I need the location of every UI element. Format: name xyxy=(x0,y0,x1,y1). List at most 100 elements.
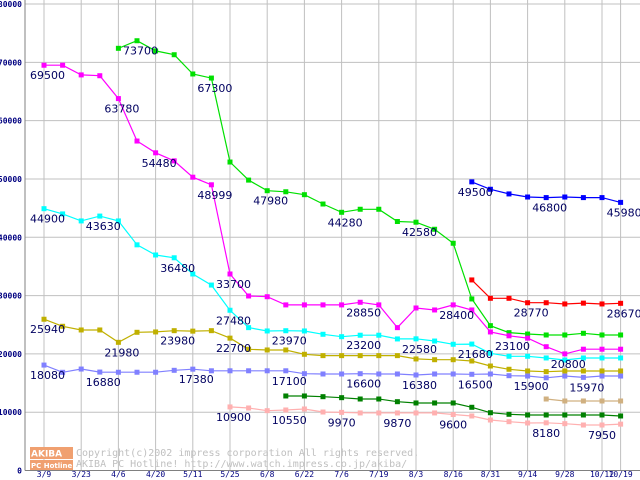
data-point xyxy=(134,242,140,248)
data-point xyxy=(506,419,512,425)
data-point xyxy=(320,331,326,337)
data-point xyxy=(171,367,177,373)
data-point xyxy=(339,209,345,215)
data-point xyxy=(469,413,475,419)
data-point xyxy=(320,302,326,308)
data-point xyxy=(543,420,549,426)
data-point xyxy=(301,406,307,412)
data-point xyxy=(208,368,214,374)
data-point xyxy=(97,369,103,375)
data-point xyxy=(301,192,307,198)
data-point xyxy=(394,353,400,359)
data-point xyxy=(208,282,214,288)
data-point xyxy=(525,331,531,337)
data-point xyxy=(618,346,624,352)
data-point xyxy=(580,422,586,428)
data-point xyxy=(394,399,400,405)
data-point xyxy=(357,299,363,305)
data-label: 22580 xyxy=(402,343,437,356)
y-tick-label: 60000 xyxy=(0,117,22,126)
data-point xyxy=(339,353,345,359)
x-tick-label: 10/12 xyxy=(590,470,614,479)
data-point xyxy=(413,400,419,406)
data-label: 10900 xyxy=(216,411,251,424)
data-point xyxy=(562,368,568,374)
y-tick-label: 50000 xyxy=(0,175,22,184)
data-point xyxy=(562,332,568,338)
data-point xyxy=(339,395,345,401)
data-point xyxy=(413,410,419,416)
data-label: 46800 xyxy=(532,202,567,215)
x-tick-label: 5/25 xyxy=(220,470,239,479)
x-tick-label: 8/3 xyxy=(409,470,424,479)
data-point xyxy=(432,357,438,363)
data-point xyxy=(543,332,549,338)
data-point xyxy=(339,334,345,340)
series-layer xyxy=(41,38,624,428)
x-tick-label: 7/6 xyxy=(334,470,349,479)
data-label: 45980 xyxy=(607,206,640,219)
data-label: 69500 xyxy=(30,69,65,82)
data-point xyxy=(246,325,252,331)
data-point xyxy=(506,366,512,372)
data-point xyxy=(41,206,47,212)
x-tick-label: 6/8 xyxy=(260,470,275,479)
data-point xyxy=(432,400,438,406)
data-point xyxy=(618,332,624,338)
data-point xyxy=(525,412,531,418)
data-point xyxy=(60,62,66,68)
data-point xyxy=(580,195,586,201)
data-label: 23980 xyxy=(160,335,195,348)
data-point xyxy=(357,410,363,416)
data-label: 28850 xyxy=(346,306,381,319)
data-point xyxy=(450,400,456,406)
series-line-violet xyxy=(43,364,621,379)
data-point xyxy=(599,195,605,201)
data-label: 15900 xyxy=(514,380,549,393)
data-label: 44280 xyxy=(328,216,363,229)
data-point xyxy=(153,329,159,335)
data-point xyxy=(599,332,605,338)
data-label: 42580 xyxy=(402,226,437,239)
data-point xyxy=(469,296,475,302)
data-point xyxy=(171,328,177,334)
data-point xyxy=(487,363,493,369)
data-point xyxy=(339,409,345,415)
data-point xyxy=(134,138,140,144)
data-point xyxy=(227,404,233,410)
data-point xyxy=(97,327,103,333)
data-point xyxy=(413,372,419,378)
data-point xyxy=(580,368,586,374)
data-point xyxy=(41,362,47,368)
data-point xyxy=(580,300,586,306)
series-line-olive xyxy=(43,318,621,373)
data-point xyxy=(134,38,140,44)
data-label: 54480 xyxy=(142,157,177,170)
data-point xyxy=(264,408,270,414)
data-point xyxy=(525,353,531,359)
data-point xyxy=(376,332,382,338)
data-point xyxy=(227,159,233,165)
x-tick-label: 3/9 xyxy=(37,470,52,479)
data-point xyxy=(580,330,586,336)
data-point xyxy=(450,240,456,246)
data-point xyxy=(115,339,121,345)
data-label: 16380 xyxy=(402,379,437,392)
data-point xyxy=(60,369,66,375)
data-point xyxy=(357,206,363,212)
data-point xyxy=(246,293,252,299)
data-point xyxy=(469,179,475,185)
site-url-text: AKIBA PC Hotline! http://www.watch.impre… xyxy=(76,459,407,470)
data-point xyxy=(580,412,586,418)
data-point xyxy=(580,346,586,352)
data-point xyxy=(432,338,438,344)
data-point xyxy=(487,410,493,416)
data-point xyxy=(339,371,345,377)
series-line-pink xyxy=(229,406,621,426)
data-label: 16500 xyxy=(458,378,493,391)
data-point xyxy=(357,353,363,359)
data-label: 44900 xyxy=(30,213,65,226)
series-red xyxy=(469,277,624,307)
data-point xyxy=(506,411,512,417)
